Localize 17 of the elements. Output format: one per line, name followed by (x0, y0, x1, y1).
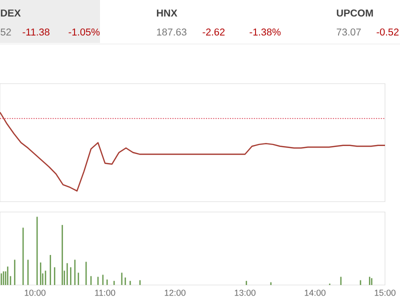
text: DEX (0, 10, 21, 16)
x-tick-label: 13:00 (234, 290, 256, 296)
text: -2.62 (202, 28, 225, 36)
text: 187.63 (157, 28, 186, 36)
x-tick-label: 11:00 (95, 290, 116, 296)
text: 52 (0, 28, 11, 36)
text: -11.38 (22, 28, 50, 36)
x-tick-label: 14:00 (304, 290, 326, 296)
text: HNX (156, 10, 178, 16)
x-tick-label: 10:00 (24, 290, 46, 296)
text: -0.52 (376, 28, 399, 36)
text: -1.38% (250, 28, 281, 36)
text: 73.07 (336, 28, 361, 36)
x-tick-label: 12:00 (164, 290, 186, 296)
x-tick-label: 15:00 (374, 290, 396, 296)
text: UPCOM (336, 9, 373, 17)
text: -1.05% (68, 28, 100, 36)
